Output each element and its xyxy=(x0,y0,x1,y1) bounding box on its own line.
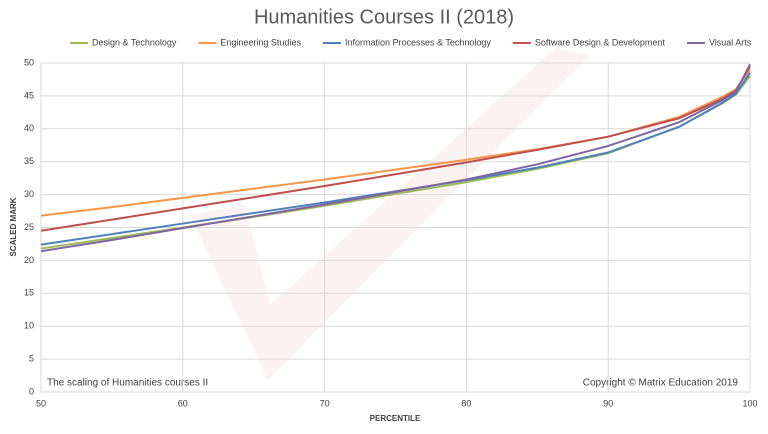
y-tick-label: 20 xyxy=(24,255,34,265)
legend-label: Visual Arts xyxy=(709,37,752,47)
x-tick-label: 100 xyxy=(742,398,757,408)
x-tick-label: 70 xyxy=(320,398,330,408)
x-tick-label: 50 xyxy=(36,398,46,408)
y-tick-label: 30 xyxy=(24,189,34,199)
y-tick-label: 35 xyxy=(24,156,34,166)
legend-label: Software Design & Development xyxy=(535,37,666,47)
line-series xyxy=(40,68,751,217)
legend-label: Information Processes & Technology xyxy=(345,37,491,47)
y-tick-label: 50 xyxy=(24,57,34,67)
legend-label: Engineering Studies xyxy=(220,37,301,47)
y-tick-label: 5 xyxy=(29,353,34,363)
x-tick-label: 80 xyxy=(461,398,471,408)
y-tick-label: 40 xyxy=(24,123,34,133)
x-tick-label: 90 xyxy=(603,398,613,408)
chart-title: Humanities Courses II (2018) xyxy=(254,6,514,28)
annotation: Copyright © Matrix Education 2019 xyxy=(583,378,739,389)
watermark xyxy=(190,48,590,380)
y-tick-label: 15 xyxy=(24,288,34,298)
legend-label: Design & Technology xyxy=(92,37,177,47)
line-series xyxy=(40,63,751,253)
x-axis-title: PERCENTILE xyxy=(370,414,421,423)
y-axis-title: SCALED MARK xyxy=(9,197,18,256)
line-series xyxy=(40,65,751,232)
y-tick-label: 10 xyxy=(24,321,34,331)
x-tick-label: 60 xyxy=(178,398,188,408)
annotation: The scaling of Humanities courses II xyxy=(47,378,208,389)
y-tick-label: 0 xyxy=(29,386,34,396)
y-tick-label: 25 xyxy=(24,222,34,232)
y-tick-label: 45 xyxy=(24,90,34,100)
